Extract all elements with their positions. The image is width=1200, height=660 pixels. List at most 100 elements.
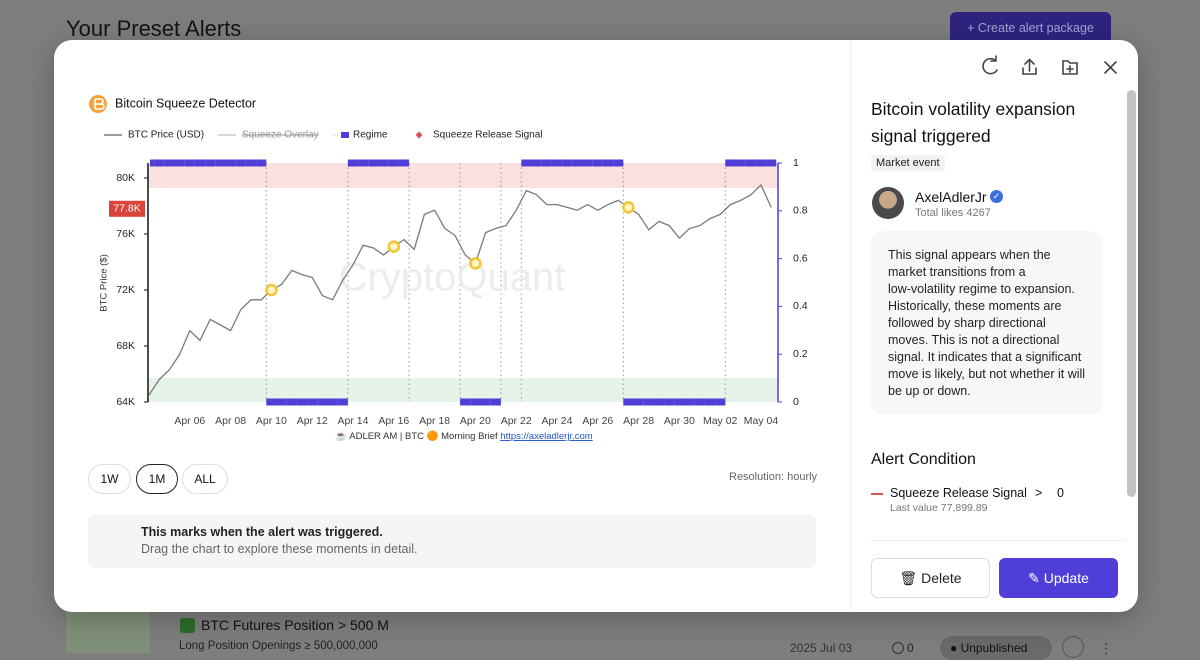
x-tick-label: May 02 xyxy=(703,415,738,427)
upper-band xyxy=(149,163,778,188)
x-tick-label: Apr 10 xyxy=(256,415,287,427)
regime-bar xyxy=(150,159,155,167)
condition-metric: Squeeze Release Signal xyxy=(890,486,1027,500)
legend-label[interactable]: Regime xyxy=(353,130,388,141)
refresh-icon[interactable] xyxy=(982,55,998,75)
chart-source: ☕ ADLER AM | BTC 🟠 Morning Brief https:/… xyxy=(335,430,592,442)
regime-bar xyxy=(541,159,552,167)
legend-label[interactable]: BTC Price (USD) xyxy=(128,130,204,141)
regime-bar xyxy=(643,398,654,406)
description-box xyxy=(871,231,1103,415)
source-link[interactable]: https://axeladlerjr.com xyxy=(500,431,592,442)
regime-bar xyxy=(378,159,389,167)
footer-divider xyxy=(871,540,1126,541)
y2-tick-label: 0.4 xyxy=(793,300,808,312)
legend-swatch xyxy=(415,131,423,139)
range-button[interactable]: 1M xyxy=(136,464,178,494)
x-tick-label: May 04 xyxy=(744,415,779,427)
item-count: 0 xyxy=(907,641,914,655)
price-marker xyxy=(109,200,145,217)
signal-marker xyxy=(387,240,401,253)
regime-bar xyxy=(664,398,675,406)
notice-title: This marks when the alert was triggered. xyxy=(141,525,383,539)
item-subtitle: Long Position Openings ≥ 500,000,000 xyxy=(179,640,378,652)
source-text: ☕ ADLER AM | BTC 🟠 Morning Brief xyxy=(335,430,500,442)
y2-tick-label: 1 xyxy=(793,157,799,169)
update-button[interactable]: ✎ Update xyxy=(999,558,1118,598)
description-line: low-volatility regime to expansion. xyxy=(888,282,1075,296)
last-value: Last value 77,899.89 xyxy=(890,502,988,514)
y-tick-label: 72K xyxy=(116,284,135,296)
likes: Total likes 4267 xyxy=(915,207,991,219)
regime-bar xyxy=(266,398,277,406)
y2-tick-label: 0 xyxy=(793,396,799,408)
share-icon[interactable] xyxy=(1022,58,1037,75)
description-line: This signal appears when the xyxy=(888,248,1051,262)
x-tick-label: Apr 22 xyxy=(501,415,532,427)
regime-bar xyxy=(327,398,338,406)
bitcoin-glyph xyxy=(94,98,105,110)
x-tick-label: Apr 18 xyxy=(419,415,450,427)
regime-bar xyxy=(551,159,563,167)
regime-bar xyxy=(653,398,665,406)
x-tick-label: Apr 28 xyxy=(623,415,654,427)
regime-bar xyxy=(623,398,634,406)
regime-bar xyxy=(215,159,226,167)
regime-bar xyxy=(245,159,257,167)
regime-bar xyxy=(174,159,185,167)
regime-bar xyxy=(194,159,206,167)
delete-button[interactable]: 🗑 Delete xyxy=(871,558,990,598)
item-date: 2025 Jul 03 xyxy=(790,641,853,655)
divider xyxy=(850,40,851,612)
avatar[interactable] xyxy=(872,187,904,219)
folder-icon[interactable] xyxy=(1062,60,1078,75)
regime-bar xyxy=(704,398,716,406)
description-line: followed by sharp directional xyxy=(888,316,1046,330)
y-axis-label: BTC Price ($) xyxy=(99,254,110,312)
regime-bar xyxy=(388,159,399,167)
thumbnail xyxy=(66,612,150,653)
more-button[interactable]: ⋮ xyxy=(1099,640,1113,656)
resolution: Resolution: hourly xyxy=(729,471,818,483)
regime-bar xyxy=(521,159,532,167)
create-button[interactable]: + Create alert package xyxy=(950,12,1111,45)
regime-bar xyxy=(296,398,308,406)
description-line: market transitions from a xyxy=(888,265,1026,279)
x-tick-label: Apr 12 xyxy=(297,415,328,427)
scrollbar[interactable] xyxy=(1127,90,1136,497)
regime-bar xyxy=(276,398,287,406)
x-tick-label: Apr 24 xyxy=(542,415,573,427)
lower-band xyxy=(149,378,778,402)
description-line: move is likely, but not whether it will xyxy=(888,367,1086,381)
regime-bar xyxy=(684,398,695,406)
regime-bar xyxy=(347,159,359,167)
regime-bar xyxy=(613,159,624,167)
legend-label[interactable]: Squeeze Overlay xyxy=(242,130,319,141)
price-marker-label: 77.8K xyxy=(113,203,140,215)
page-title: Your Preset Alerts xyxy=(66,16,242,41)
regime-bar xyxy=(307,398,318,406)
regime-bar xyxy=(562,159,573,167)
close-icon[interactable] xyxy=(1104,61,1117,74)
regime-bar xyxy=(582,159,593,167)
x-tick-label: Apr 30 xyxy=(664,415,695,427)
regime-bar xyxy=(602,159,614,167)
author[interactable]: AxelAdlerJr xyxy=(915,189,987,205)
y2-tick-label: 0.6 xyxy=(793,252,808,264)
legend-label[interactable]: Squeeze Release Signal xyxy=(433,130,543,141)
range-button[interactable]: ALL xyxy=(182,464,228,494)
y-tick-label: 68K xyxy=(116,340,135,352)
signal-marker xyxy=(469,257,482,270)
x-tick-label: Apr 20 xyxy=(460,415,491,427)
regime-bar xyxy=(317,398,328,406)
regime-bar xyxy=(633,398,644,406)
range-button[interactable]: 1W xyxy=(88,464,131,494)
regime-bar xyxy=(235,159,246,167)
item-title[interactable]: BTC Futures Position > 500 M xyxy=(201,617,389,633)
x-tick-label: Apr 08 xyxy=(215,415,246,427)
regime-bar xyxy=(256,159,267,167)
condition-threshold: 0 xyxy=(1057,486,1064,500)
regime-bar xyxy=(205,159,216,167)
